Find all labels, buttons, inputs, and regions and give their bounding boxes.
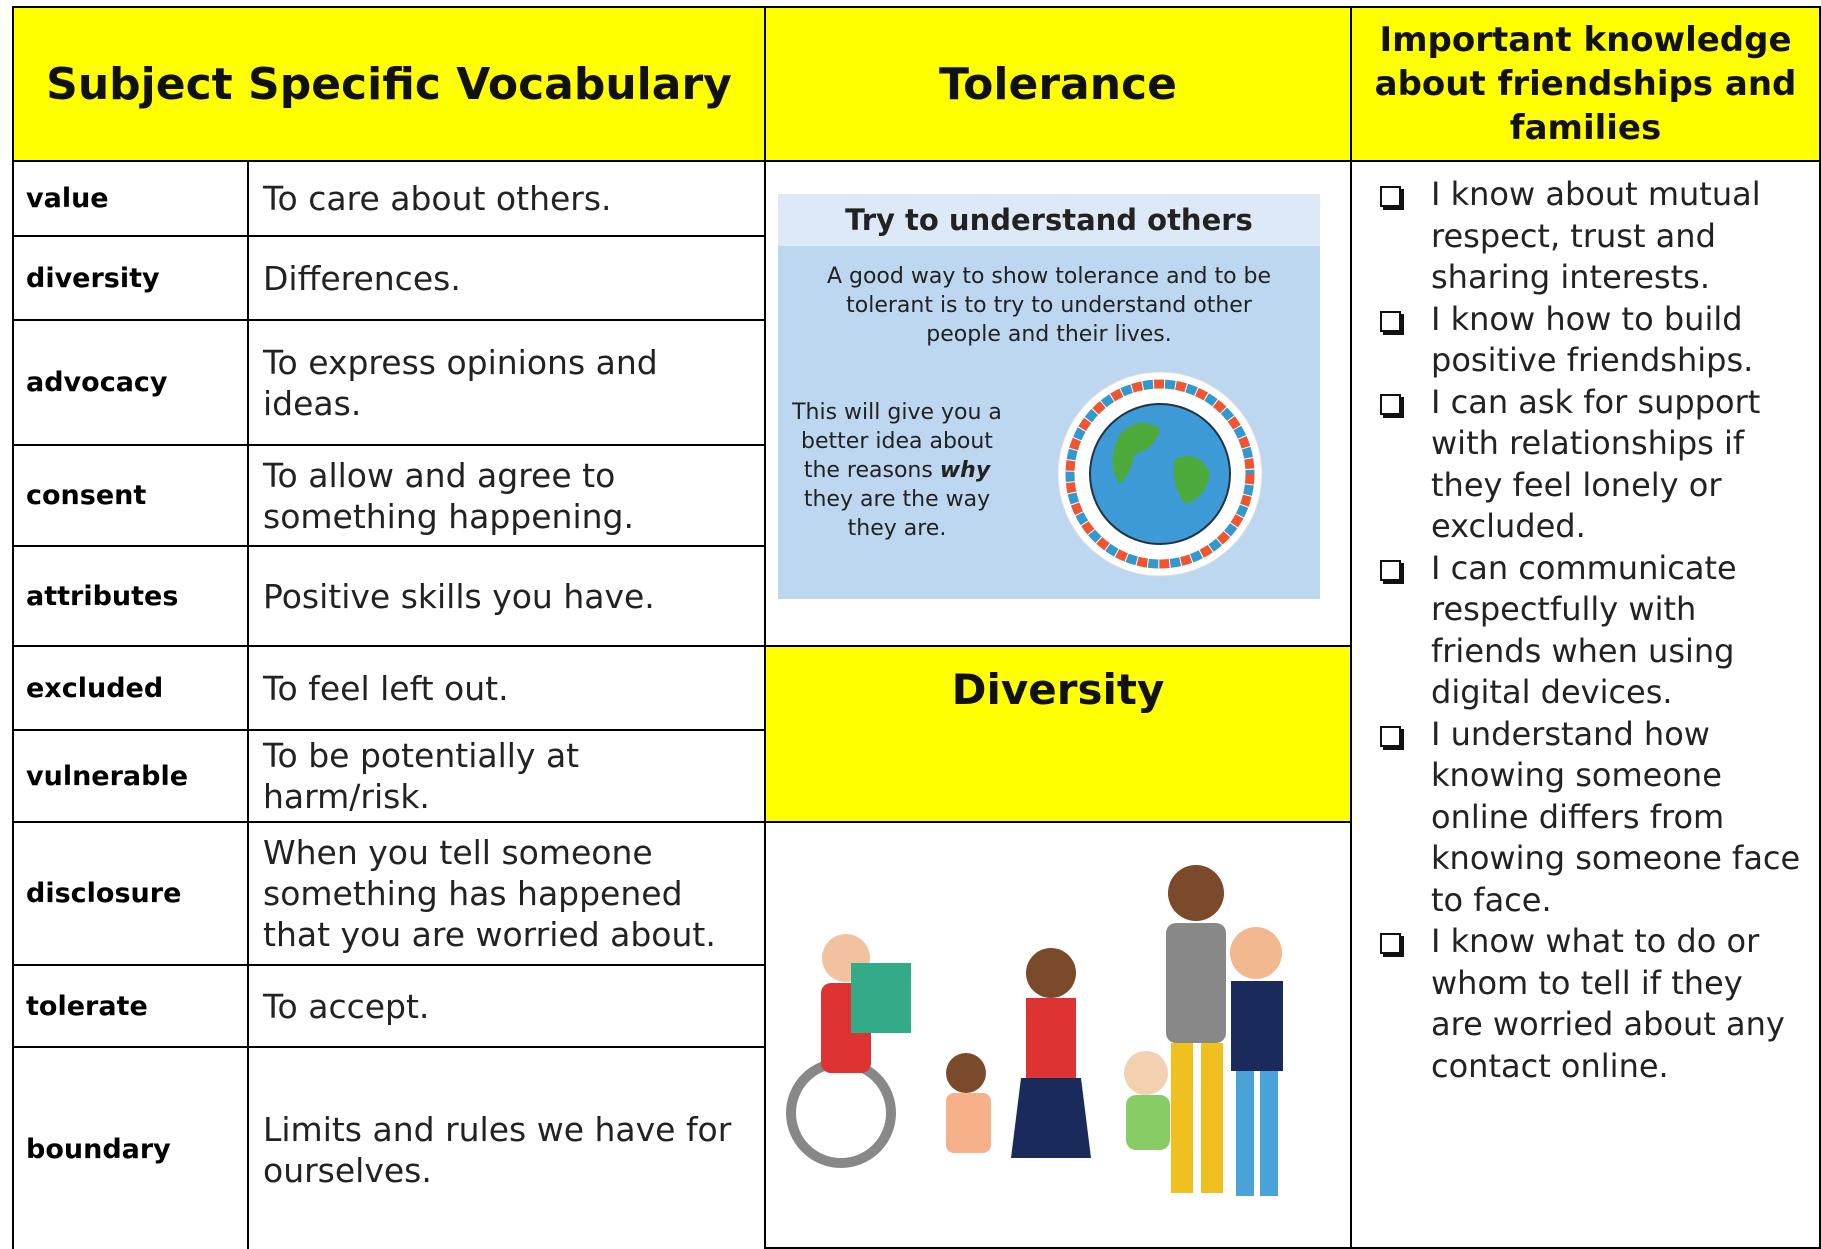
vocab-term: tolerate: [12, 964, 249, 1048]
vocab-definition: When you tell someone something has happ…: [247, 821, 766, 966]
knowledge-item: I can communicate respectfully with frie…: [1372, 548, 1803, 714]
vocab-definition: Positive skills you have.: [247, 545, 766, 647]
checkbox: [1380, 559, 1401, 581]
vocab-term: excluded: [12, 645, 249, 731]
vocab-term: disclosure: [12, 821, 249, 966]
vocab-term: advocacy: [12, 319, 249, 446]
tolerance-header: Tolerance: [764, 6, 1352, 162]
globe-illustration: [1057, 371, 1263, 577]
vocab-definition: To be potentially at harm/risk.: [247, 729, 766, 823]
vocab-term: vulnerable: [12, 729, 249, 823]
diversity-illustration: [786, 865, 1283, 1196]
knowledge-item: I know what to do or whom to tell if the…: [1372, 921, 1803, 1087]
checkbox: [1380, 310, 1401, 332]
knowledge-text: I know how to build positive friendships…: [1431, 299, 1754, 380]
knowledge-header: Important knowledge about friendships an…: [1350, 6, 1821, 162]
card-title: Try to understand others: [778, 194, 1320, 246]
card-text: A good way to show tolerance and to be t…: [826, 264, 1272, 347]
vocab-term: boundary: [12, 1046, 249, 1249]
vocab-definition: To care about others.: [247, 160, 766, 237]
vocab-definition: To feel left out.: [247, 645, 766, 731]
knowledge-text: I know what to do or whom to tell if the…: [1431, 922, 1785, 1085]
checkbox: [1380, 725, 1401, 747]
knowledge-text: I can communicate respectfully with frie…: [1431, 548, 1737, 712]
knowledge-item: I know about mutual respect, trust and s…: [1372, 174, 1803, 299]
vocabulary-header: Subject Specific Vocabulary: [12, 6, 766, 162]
diversity-panel: [764, 821, 1352, 1249]
vocab-term: diversity: [12, 235, 249, 321]
vocab-term: consent: [12, 444, 249, 547]
text: This will give you a better idea about t…: [792, 400, 1002, 483]
knowledge-item: I can ask for support with relationships…: [1372, 382, 1803, 548]
tolerance-card: Try to understand others A good way to s…: [778, 194, 1320, 599]
vocab-term: value: [12, 160, 249, 237]
text: they are the way they are.: [803, 487, 991, 541]
knowledge-text: I understand how knowing someone online …: [1431, 714, 1801, 919]
knowledge-item: I understand how knowing someone online …: [1372, 714, 1803, 922]
checkbox: [1380, 393, 1401, 415]
vocab-definition: Differences.: [247, 235, 766, 321]
knowledge-item: I know how to build positive friendships…: [1372, 299, 1803, 382]
knowledge-text: I know about mutual respect, trust and s…: [1431, 175, 1761, 296]
vocab-definition: To accept.: [247, 964, 766, 1048]
knowledge-list: I know about mutual respect, trust and s…: [1350, 160, 1821, 1249]
knowledge-text: I can ask for support with relationships…: [1431, 382, 1761, 546]
checkbox: [1380, 933, 1401, 954]
vocab-definition: To allow and agree to something happenin…: [247, 444, 766, 547]
diversity-header: Diversity: [764, 645, 1352, 823]
vocab-term: attributes: [12, 545, 249, 647]
checkbox: [1380, 186, 1401, 207]
vocab-definition: Limits and rules we have for ourselves.: [247, 1046, 766, 1249]
card-side-text: This will give you a better idea about t…: [792, 398, 1002, 543]
vocab-definition: To express opinions and ideas.: [247, 319, 766, 446]
emphasis: why: [939, 458, 991, 483]
